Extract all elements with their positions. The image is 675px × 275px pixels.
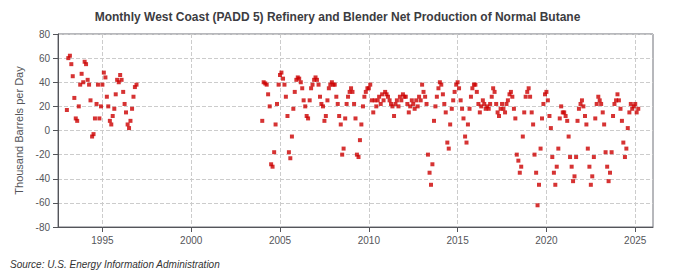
svg-text:40: 40 — [39, 77, 51, 88]
svg-text:2025: 2025 — [624, 235, 647, 246]
svg-text:1995: 1995 — [91, 235, 114, 246]
svg-text:20: 20 — [39, 101, 51, 112]
svg-text:-20: -20 — [36, 149, 51, 160]
svg-text:0: 0 — [44, 125, 50, 136]
svg-text:Source: U.S. Energy Informatio: Source: U.S. Energy Information Administ… — [10, 259, 220, 270]
svg-text:-80: -80 — [36, 222, 51, 233]
svg-text:Monthly West Coast (PADD 5) Re: Monthly West Coast (PADD 5) Refinery and… — [95, 10, 581, 24]
svg-text:2015: 2015 — [447, 235, 470, 246]
svg-text:2020: 2020 — [535, 235, 558, 246]
svg-text:80: 80 — [39, 29, 51, 40]
svg-text:2000: 2000 — [180, 235, 203, 246]
svg-text:-40: -40 — [36, 173, 51, 184]
svg-text:2010: 2010 — [358, 235, 381, 246]
svg-text:60: 60 — [39, 53, 51, 64]
svg-text:2005: 2005 — [269, 235, 292, 246]
svg-text:Thousand Barrels per Day: Thousand Barrels per Day — [13, 66, 25, 195]
svg-text:-60: -60 — [36, 197, 51, 208]
